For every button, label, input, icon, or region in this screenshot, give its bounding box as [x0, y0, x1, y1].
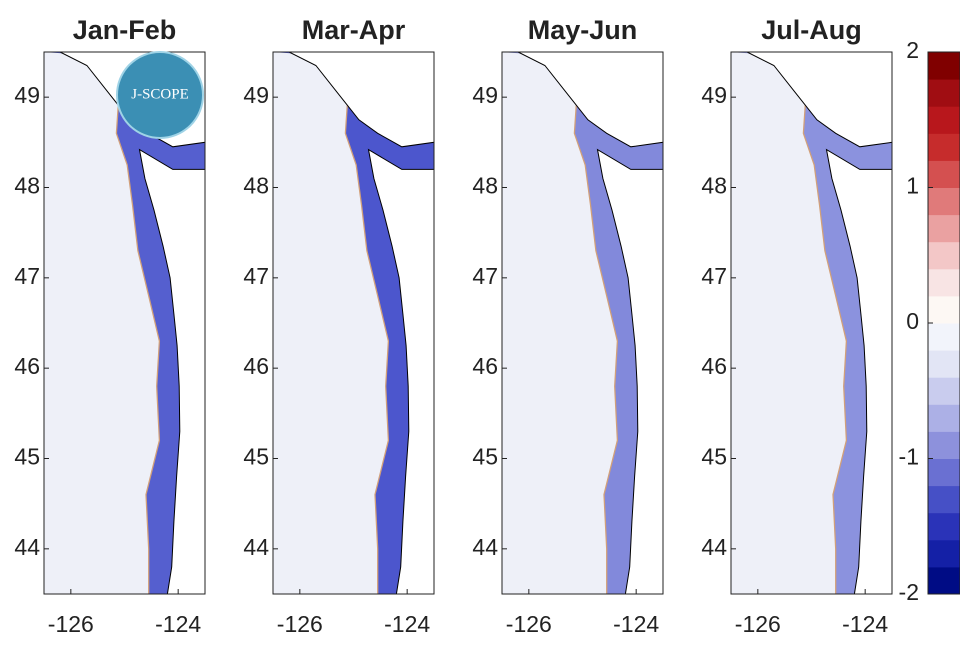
y-tick-label: 45 [14, 444, 40, 470]
y-tick-label: 48 [472, 173, 498, 199]
y-tick-label: 46 [243, 353, 269, 379]
y-tick-label: 45 [701, 444, 727, 470]
y-tick-label: 44 [701, 534, 727, 560]
y-tick-label: 45 [243, 444, 269, 470]
logo [116, 51, 204, 139]
x-tick-label: -124 [384, 611, 430, 637]
colorbar-swatch [928, 295, 960, 324]
colorbar-swatch [928, 214, 960, 243]
axes-frame [272, 51, 435, 595]
shelf [44, 52, 205, 594]
colorbar-swatch [928, 377, 960, 405]
colorbar-tick-label: 0 [906, 308, 919, 334]
colorbar-swatch [928, 268, 960, 297]
axes-frame [730, 51, 893, 595]
panel-title: Mar-Apr [302, 15, 406, 45]
colorbar-swatch [928, 404, 960, 432]
isobath [563, 56, 619, 594]
colorbar-swatch [928, 566, 960, 595]
map-panel: Mar-Apr 44 45 46 47 48 49 -126 -124 [243, 15, 435, 637]
y-tick-label: 47 [243, 263, 269, 289]
y-tick-label: 49 [701, 82, 727, 108]
colorbar-swatch [928, 133, 960, 161]
y-tick-label: 44 [14, 534, 40, 560]
isobath [334, 56, 390, 594]
colorbar-swatch [928, 350, 960, 378]
y-tick-label: 48 [701, 173, 727, 199]
panel-title: May-Jun [528, 15, 638, 45]
y-tick-label: 48 [14, 173, 40, 199]
map-panel: Jul-Aug 44 45 46 47 48 49 -126 -124 [701, 15, 893, 637]
colorbar-swatch [928, 458, 960, 487]
y-tick-label: 46 [14, 353, 40, 379]
y-tick-label: 47 [472, 263, 498, 289]
colorbar-swatch [928, 52, 960, 80]
y-tick-label: 47 [701, 263, 727, 289]
y-tick-label: 44 [472, 534, 498, 560]
x-tick-label: -126 [48, 611, 94, 637]
colorbar-tick-label: -1 [899, 444, 919, 470]
x-tick-label: -124 [842, 611, 888, 637]
map-panel: Jan-Feb 44 45 46 47 48 49 -126 -124 [14, 15, 206, 637]
isobath [792, 56, 848, 594]
shelf [502, 52, 663, 594]
colorbar-swatch [928, 431, 960, 459]
colorbar-swatch [928, 106, 960, 134]
x-tick-label: -126 [506, 611, 552, 637]
x-tick-label: -124 [613, 611, 659, 637]
y-tick-label: 46 [472, 353, 498, 379]
colorbar-swatch [928, 512, 960, 541]
y-tick-label: 49 [14, 82, 40, 108]
colorbar-swatch [928, 539, 960, 568]
x-tick-label: -126 [735, 611, 781, 637]
y-tick-label: 48 [243, 173, 269, 199]
colorbar-tick-label: -2 [899, 579, 919, 605]
y-tick-label: 47 [14, 263, 40, 289]
colorbar-swatch [928, 485, 960, 514]
isobath [105, 56, 161, 594]
y-tick-label: 49 [472, 82, 498, 108]
y-tick-label: 49 [243, 82, 269, 108]
colorbar-swatch [928, 160, 960, 188]
colorbar-swatch [928, 323, 960, 351]
axes-frame [501, 51, 664, 595]
axes-frame [43, 51, 206, 595]
y-tick-label: 44 [243, 534, 269, 560]
shelf [731, 52, 892, 594]
shelf [273, 52, 434, 594]
map-panel: May-Jun 44 45 46 47 48 49 -126 -124 [472, 15, 664, 637]
panel-title: Jan-Feb [73, 15, 177, 45]
colorbar-swatch [928, 187, 960, 216]
x-tick-label: -124 [155, 611, 201, 637]
y-tick-label: 45 [472, 444, 498, 470]
colorbar-tick-label: 2 [906, 37, 919, 63]
colorbar-swatch [928, 241, 960, 270]
colorbar-swatch [928, 79, 960, 107]
logo-text: J-SCOPE [131, 86, 189, 102]
x-tick-label: -126 [277, 611, 323, 637]
colorbar-tick-label: 1 [906, 173, 919, 199]
y-tick-label: 46 [701, 353, 727, 379]
panel-title: Jul-Aug [761, 15, 862, 45]
